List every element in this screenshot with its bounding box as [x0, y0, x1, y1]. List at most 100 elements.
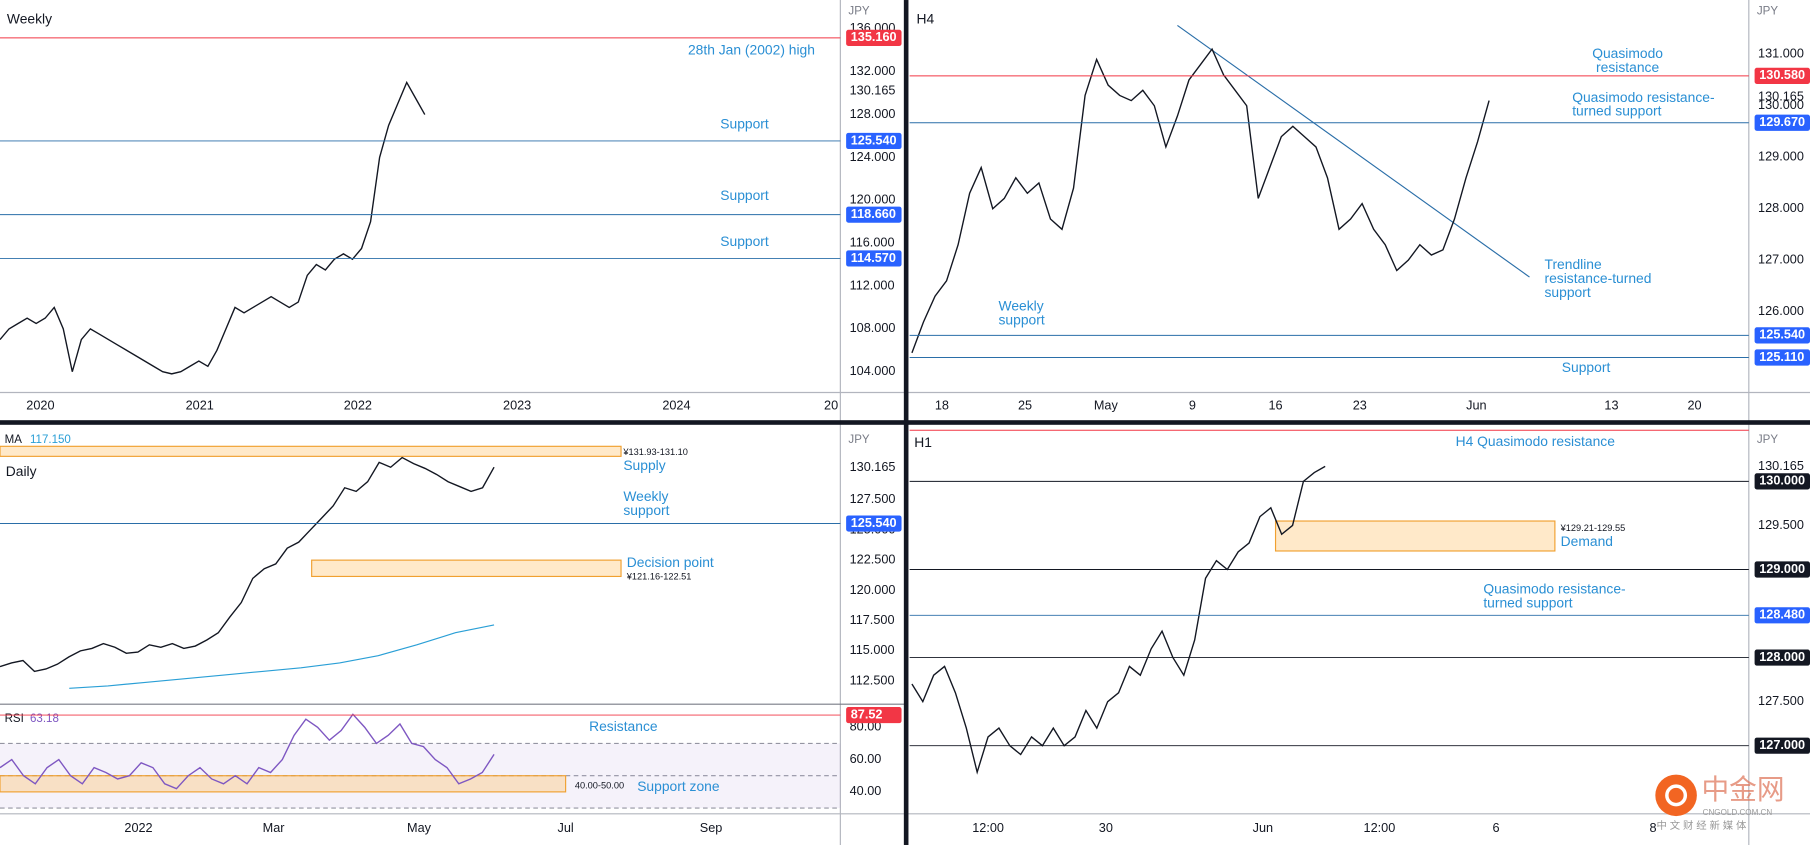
level-box	[846, 132, 902, 150]
annotation: turned support	[1483, 594, 1572, 610]
ma-line	[69, 624, 495, 689]
level-box	[846, 29, 902, 46]
level-box	[1754, 114, 1810, 131]
x-tick-label: 20	[824, 399, 838, 413]
level-label: 129.670	[1759, 115, 1805, 129]
x-tick-label: 2024	[662, 399, 690, 413]
x-tick-label: 16	[1268, 399, 1282, 413]
rsi-value: 63.18	[30, 713, 59, 725]
level-label: 118.660	[851, 207, 896, 221]
level-label: 129.000	[1759, 562, 1805, 576]
y-tick-label: 104.000	[850, 364, 896, 378]
x-tick-label: Mar	[263, 821, 286, 835]
zone	[1274, 520, 1556, 552]
logo-tagline: 中 文 财 经 新 媒 体	[1656, 819, 1747, 832]
panel-title: Weekly	[7, 10, 52, 26]
x-tick-label: May	[1094, 399, 1119, 413]
y-tick-label: 117.500	[850, 613, 895, 627]
annotation: Weekly	[623, 488, 668, 504]
annotation: Support	[1562, 359, 1611, 375]
y-tick-label: 60.00	[850, 752, 882, 766]
y-tick-label: 128.000	[1758, 201, 1804, 215]
zone-name: Decision point	[627, 554, 714, 570]
zone-name: Support zone	[637, 778, 720, 794]
price-line	[911, 47, 1490, 354]
y-tick-label: 128.000	[850, 107, 896, 121]
annotation: Quasimodo	[1592, 45, 1663, 61]
y-tick-label: 127.500	[850, 492, 896, 506]
level-label: 130.580	[1759, 68, 1805, 82]
level-box	[846, 515, 902, 532]
zone-name: Supply	[623, 457, 665, 473]
level-box	[1754, 473, 1810, 490]
ma-name: MA	[5, 434, 23, 446]
y-tick-label: 124.000	[850, 150, 896, 164]
level-box	[1754, 327, 1810, 344]
level-box	[846, 250, 902, 267]
x-tick-label: Jun	[1466, 399, 1486, 413]
x-tick-label: 9	[1189, 399, 1196, 413]
annotation: Quasimodo resistance-	[1483, 581, 1625, 597]
logo-icon	[1665, 784, 1688, 807]
price-line	[0, 713, 495, 790]
price-line	[911, 465, 1326, 775]
panel-title: H1	[914, 434, 932, 450]
x-tick-label: 2022	[344, 399, 372, 413]
logo-icon	[1655, 774, 1697, 817]
y-tick-label: 115.000	[850, 643, 895, 657]
currency-label: JPY	[848, 6, 869, 18]
level-label: 130.000	[1759, 474, 1805, 488]
x-tick-label: Jun	[1253, 821, 1273, 835]
level-box	[846, 707, 902, 724]
annotation: Resistance	[589, 718, 658, 734]
currency-label: JPY	[848, 434, 869, 446]
zone-range: 40.00-50.00	[575, 781, 624, 791]
x-tick-label: Jul	[558, 821, 574, 835]
panel-title: Daily	[6, 463, 37, 479]
panel-title: H4	[917, 10, 935, 26]
annotation: Weekly	[999, 298, 1044, 314]
annotation: Trendline	[1545, 256, 1603, 272]
last-price-label: 130.165	[850, 84, 896, 98]
x-tick-label: Sep	[700, 821, 723, 835]
zone-range: ¥131.93-131.10	[622, 447, 688, 457]
annotation: 28th Jan (2002) high	[688, 41, 815, 57]
y-tick-label: 131.000	[1758, 47, 1804, 61]
zone	[0, 775, 567, 793]
annotation: support	[1545, 284, 1591, 300]
zone-range: ¥121.16-122.51	[626, 572, 692, 582]
logo-url: CNGOLD.COM.CN	[1703, 808, 1773, 817]
x-tick-label: 12:00	[972, 821, 1004, 835]
last-price-label: 130.165	[1758, 459, 1804, 473]
x-tick-label: 13	[1604, 399, 1618, 413]
annotation: resistance-turned	[1545, 270, 1652, 286]
level-box	[1754, 349, 1810, 366]
level-label: 127.000	[1759, 738, 1805, 752]
y-tick-label: 129.000	[1758, 150, 1804, 164]
zone-range: ¥129.21-129.55	[1560, 523, 1626, 533]
x-tick-label: 12:00	[1364, 821, 1396, 835]
zone	[0, 445, 622, 457]
x-tick-label: 2023	[503, 399, 531, 413]
y-tick-label: 112.000	[850, 278, 895, 292]
level-label: 125.110	[1759, 350, 1804, 364]
y-tick-label: 130.000	[1758, 98, 1804, 112]
y-tick-label: 112.500	[850, 673, 895, 687]
x-tick-label: 30	[1099, 821, 1113, 835]
level-label: 125.540	[851, 516, 897, 530]
logo-name: 中金网	[1701, 774, 1784, 805]
annotation: support	[623, 502, 669, 518]
zone	[311, 559, 622, 578]
level-label: 128.000	[1759, 650, 1805, 664]
annotation: H4 Quasimodo resistance	[1456, 433, 1616, 449]
level-label: 125.540	[851, 133, 897, 147]
price-line	[0, 80, 426, 375]
annotation: Support	[720, 187, 769, 203]
level-box	[846, 206, 902, 223]
y-tick-label: 108.000	[850, 321, 896, 335]
x-tick-label: 2020	[26, 399, 54, 413]
annotation: turned support	[1572, 103, 1661, 119]
currency-label: JPY	[1757, 6, 1778, 18]
level-box	[1754, 561, 1810, 578]
x-tick-label: 23	[1353, 399, 1367, 413]
